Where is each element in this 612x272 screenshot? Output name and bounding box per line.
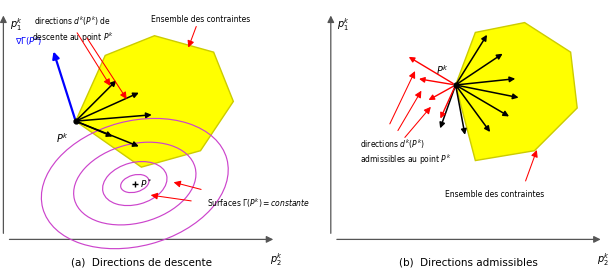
Text: directions $d^k(P^k)$
admissibles au point $P^k$: directions $d^k(P^k)$ admissibles au poi… [360, 138, 452, 168]
Polygon shape [76, 36, 233, 167]
Text: Surfaces $\Gamma(P^k) = constante$: Surfaces $\Gamma(P^k) = constante$ [207, 197, 310, 210]
Text: (b)  Directions admissibles: (b) Directions admissibles [400, 258, 538, 268]
Text: $p_2^k$: $p_2^k$ [270, 251, 283, 268]
Text: $P^k$: $P^k$ [56, 131, 69, 145]
Text: $\nabla\Gamma(P^k)$: $\nabla\Gamma(P^k)$ [15, 34, 43, 48]
Text: Ensemble des contraintes: Ensemble des contraintes [446, 190, 545, 199]
Text: $P^k$: $P^k$ [436, 63, 449, 77]
Text: (a)  Directions de descente: (a) Directions de descente [71, 258, 212, 268]
Text: $p_2^k$: $p_2^k$ [597, 251, 610, 268]
Polygon shape [456, 23, 577, 160]
Text: $p_1^k$: $p_1^k$ [10, 16, 23, 33]
Text: $p_1^k$: $p_1^k$ [337, 16, 350, 33]
Text: Ensemble des contraintes: Ensemble des contraintes [151, 15, 250, 24]
Text: directions $d^k(P^k)$ de
descente au point $P^k$: directions $d^k(P^k)$ de descente au poi… [32, 15, 113, 45]
Text: $P^*$: $P^*$ [140, 177, 152, 190]
